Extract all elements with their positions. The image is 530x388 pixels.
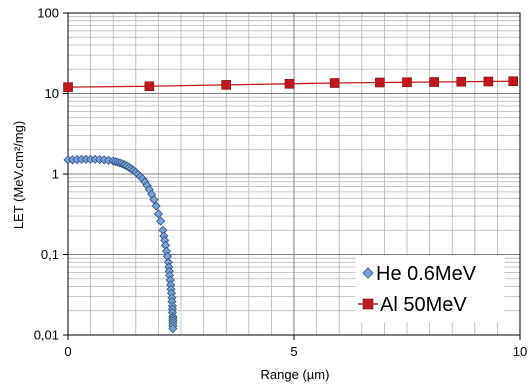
legend: He 0.6MeV Al 50MeV: [355, 255, 505, 323]
al-point: [375, 77, 385, 88]
y-tick-label: 100: [37, 6, 59, 21]
grid: [67, 12, 521, 336]
legend-label-al: Al 50MeV: [380, 294, 467, 316]
y-tick-label: 10: [45, 86, 59, 101]
al-point: [402, 77, 412, 88]
series: [63, 76, 519, 334]
he-point: [168, 324, 178, 334]
al-point: [284, 78, 295, 89]
legend-label-he: He 0.6MeV: [376, 263, 477, 285]
al-point: [508, 76, 519, 87]
series-al: [63, 76, 519, 92]
axes: 0,01 0,1 1 10 100 0 5 10: [34, 6, 528, 360]
x-tick-label: 10: [513, 344, 527, 359]
al-point: [456, 76, 467, 87]
he-point: [153, 209, 163, 219]
al-point: [429, 77, 439, 87]
legend-marker-al: [362, 298, 374, 310]
legend-marker-he: [362, 267, 374, 279]
y-axis-label: LET (MeV.cm²/mg): [11, 121, 26, 229]
series-he: [63, 154, 178, 334]
legend-entry-al: Al 50MeV: [358, 294, 467, 316]
al-point: [144, 81, 155, 92]
y-tick-label: 1: [52, 167, 59, 182]
al-point: [329, 78, 340, 88]
x-tick-label: 0: [64, 344, 71, 359]
al-point: [483, 76, 494, 87]
x-tick-label: 5: [290, 344, 297, 359]
y-tick-label: 0,01: [34, 328, 59, 343]
he-point: [156, 216, 166, 226]
legend-box: [355, 255, 505, 323]
x-axis-label: Range (µm): [261, 367, 330, 382]
he-point: [149, 195, 159, 205]
al-point: [221, 80, 231, 90]
al-point: [63, 82, 73, 92]
y-tick-label: 0,1: [41, 247, 59, 262]
legend-entry-he: He 0.6MeV: [362, 263, 477, 285]
he-point: [151, 201, 161, 211]
